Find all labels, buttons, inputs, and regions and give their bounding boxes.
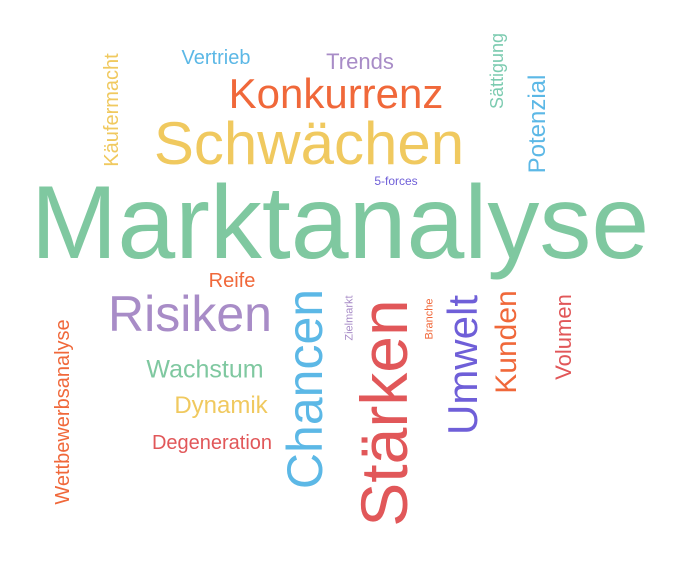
word-dynamik: Dynamik bbox=[174, 392, 268, 419]
word-degeneration: Degeneration bbox=[151, 432, 273, 454]
word-5-forces: 5-forces bbox=[374, 174, 418, 188]
word-saettigung: Sättigung bbox=[487, 32, 507, 110]
word-potenzial: Potenzial bbox=[524, 74, 551, 174]
word-kaeufermacht: Käufermacht bbox=[101, 53, 123, 167]
word-marktanalyse: Marktanalyse bbox=[30, 165, 650, 281]
word-chancen: Chancen bbox=[277, 288, 333, 490]
word-vertrieb: Vertrieb bbox=[181, 47, 251, 69]
word-wachstum: Wachstum bbox=[146, 355, 264, 384]
word-branche: Branche bbox=[423, 298, 436, 340]
word-schwaechen: Schwächen bbox=[153, 110, 465, 177]
word-staerken: Stärken bbox=[347, 299, 421, 527]
word-umwelt: Umwelt bbox=[439, 294, 486, 436]
word-kunden: Kunden bbox=[490, 290, 523, 394]
word-risiken: Risiken bbox=[108, 286, 272, 342]
word-volumen: Volumen bbox=[551, 294, 576, 380]
word-konkurrenz: Konkurrenz bbox=[228, 70, 444, 117]
word-wettbewerbsanalyse: Wettbewerbsanalyse bbox=[52, 319, 74, 505]
word-trends: Trends bbox=[326, 49, 394, 74]
word-reife: Reife bbox=[208, 270, 256, 292]
